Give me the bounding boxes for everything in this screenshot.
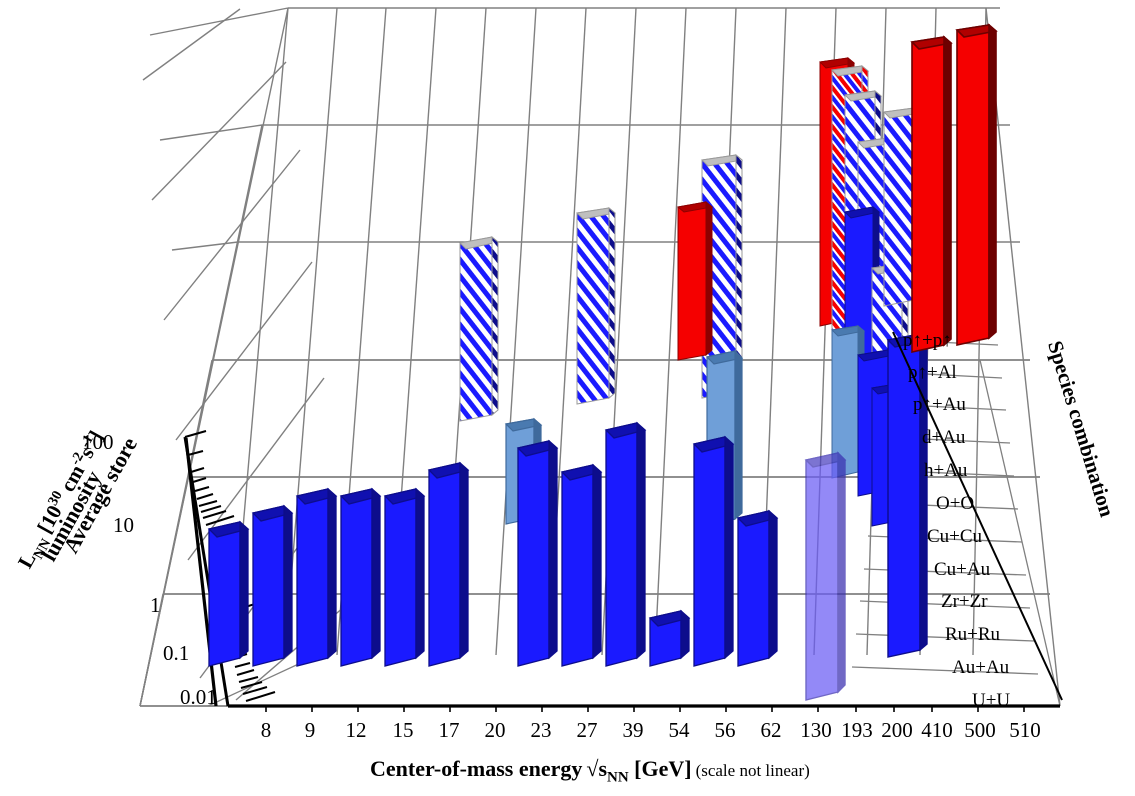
species-label-CuAu: Cu+Au [934, 559, 991, 580]
bar-red-62gev [676, 200, 714, 361]
bar-violet-193gev-UU [804, 451, 847, 701]
ytick-0p01: 0.01 [180, 685, 217, 709]
species-label-CuCu: Cu+Cu [927, 526, 983, 547]
bar-blue-15gev [339, 487, 382, 667]
bar-blue-200gev-AuAu [886, 332, 929, 658]
species-label-hAu: h+Au [924, 460, 968, 481]
bar-blue-9gev [251, 504, 294, 667]
xtick-9: 9 [304, 718, 316, 742]
bar-blue-17gev [383, 487, 426, 667]
species-label-AuAu: Au+Au [952, 657, 1010, 678]
bar-blue-27gev [516, 439, 559, 667]
xtick-410: 410 [921, 718, 953, 742]
bar-hatched-20gev [458, 235, 500, 422]
xtick-56: 56 [714, 718, 736, 742]
bar-hatched-39gev [575, 206, 617, 405]
grid-right-wall [985, 7, 1061, 707]
x-axis-title-main: Center-of-mass energy [370, 756, 583, 781]
bar-blue-20gev [427, 461, 470, 667]
x-axis-ticks [265, 706, 1025, 712]
x-axis-title-symbol: √sNN [586, 756, 629, 786]
species-label-RuRu: Ru+Ru [945, 624, 1001, 645]
species-label-pAl: p↑+Al [908, 362, 957, 383]
xtick-20: 20 [484, 718, 506, 742]
bar-blue-54gev [604, 421, 647, 667]
xtick-193: 193 [841, 718, 873, 742]
species-label-OO: O+O [936, 493, 975, 514]
species-axis-line [892, 331, 1063, 701]
bar-red-500gev [910, 35, 953, 353]
x-axis-title: Center-of-mass energy √sNN [GeV] (scale … [370, 756, 810, 786]
xtick-500: 500 [964, 718, 996, 742]
xtick-27: 27 [576, 718, 598, 742]
x-axis-title-note: (scale not linear) [695, 761, 810, 780]
xtick-510: 510 [1009, 718, 1041, 742]
bar-blue-8gev [207, 520, 250, 667]
ytick-1: 1 [150, 593, 161, 617]
xtick-8: 8 [260, 718, 272, 742]
species-label-dAu: d+Au [922, 427, 966, 448]
xtick-62: 62 [760, 718, 782, 742]
bar-blue-130gev [736, 509, 779, 667]
bar-blue-39gev [560, 463, 603, 667]
species-label-UU: U+U [972, 690, 1011, 711]
xtick-23: 23 [530, 718, 552, 742]
species-label-pp: p↑+p↑ [903, 330, 952, 351]
species-label-pAu: p↑+Au [913, 394, 966, 415]
ytick-10: 10 [113, 513, 134, 537]
bar-blue-62gev [692, 435, 735, 667]
ytick-0p1: 0.1 [163, 641, 190, 665]
bar-red-510gev [955, 23, 998, 346]
xtick-12: 12 [345, 718, 367, 742]
xtick-54: 54 [668, 718, 690, 742]
xtick-130: 130 [800, 718, 832, 742]
bar-blue-56gev [648, 609, 691, 667]
bar-blue-12gev [295, 487, 338, 667]
species-label-ZrZr: Zr+Zr [941, 591, 988, 612]
x-axis-title-unit: [GeV] [634, 756, 692, 781]
xtick-17: 17 [438, 718, 460, 742]
xtick-39: 39 [622, 718, 644, 742]
xtick-15: 15 [392, 718, 414, 742]
xtick-200: 200 [881, 718, 913, 742]
ytick-100: 100 [82, 430, 114, 454]
